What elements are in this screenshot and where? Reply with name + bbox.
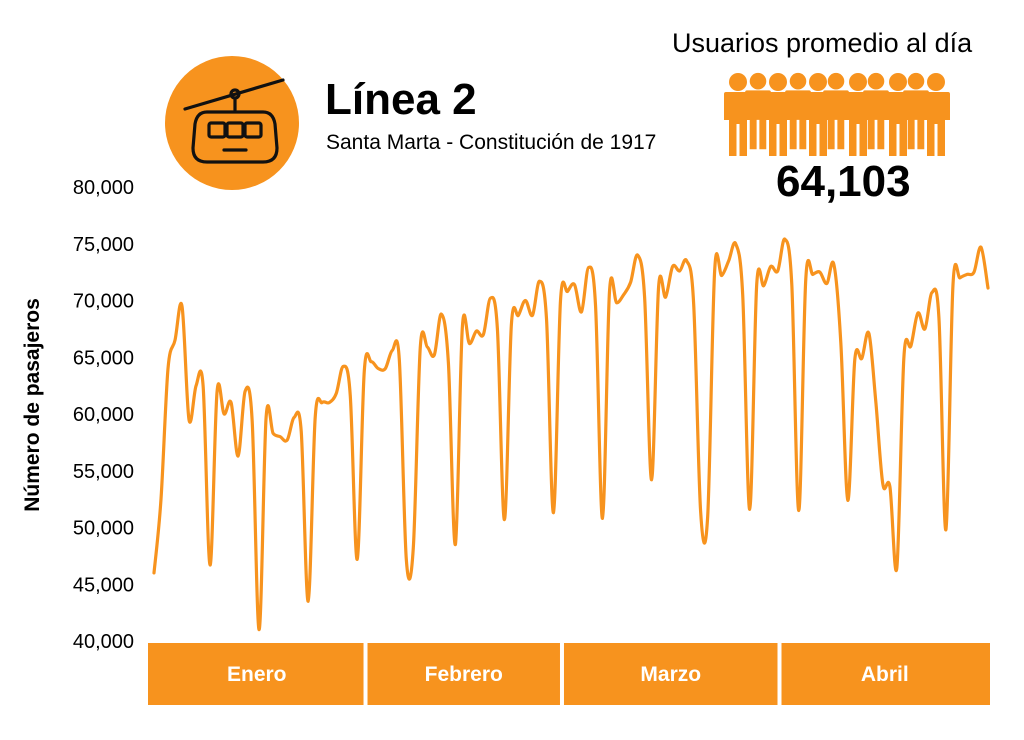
line-title: Línea 2 [325, 75, 477, 124]
y-tick-label: 65,000 [73, 347, 134, 369]
month-label: Febrero [425, 663, 503, 686]
month-band-febrero [367, 643, 560, 705]
month-label: Enero [227, 663, 287, 686]
series-line [152, 237, 990, 632]
y-tick-label: 80,000 [73, 177, 134, 199]
y-tick-label: 60,000 [73, 404, 134, 426]
month-band-abril [781, 643, 990, 705]
person-front-2 [804, 73, 832, 156]
person-front-3 [844, 73, 872, 156]
people-group-icon [722, 72, 954, 158]
person-front-1 [764, 73, 792, 156]
y-tick-label: 50,000 [73, 518, 134, 540]
y-tick-label: 75,000 [73, 234, 134, 256]
users-label: Usuarios promedio al día [672, 28, 973, 58]
y-tick-label: 70,000 [73, 291, 134, 313]
users-value: 64,103 [776, 157, 911, 206]
person-front-0 [724, 73, 752, 156]
person-front-4 [884, 73, 912, 156]
month-label: Marzo [640, 663, 701, 686]
line-subtitle: Santa Marta - Constitución de 1917 [326, 131, 657, 154]
y-tick-label: 45,000 [73, 574, 134, 596]
cable-car-badge [165, 56, 299, 190]
y-tick-label: 55,000 [73, 461, 134, 483]
cable-car-icon [165, 56, 299, 190]
person-front-5 [922, 73, 950, 156]
month-label: Abril [861, 663, 909, 686]
month-band-enero [148, 643, 364, 705]
y-tick-label: 40,000 [73, 631, 134, 653]
month-band-marzo [563, 643, 778, 705]
